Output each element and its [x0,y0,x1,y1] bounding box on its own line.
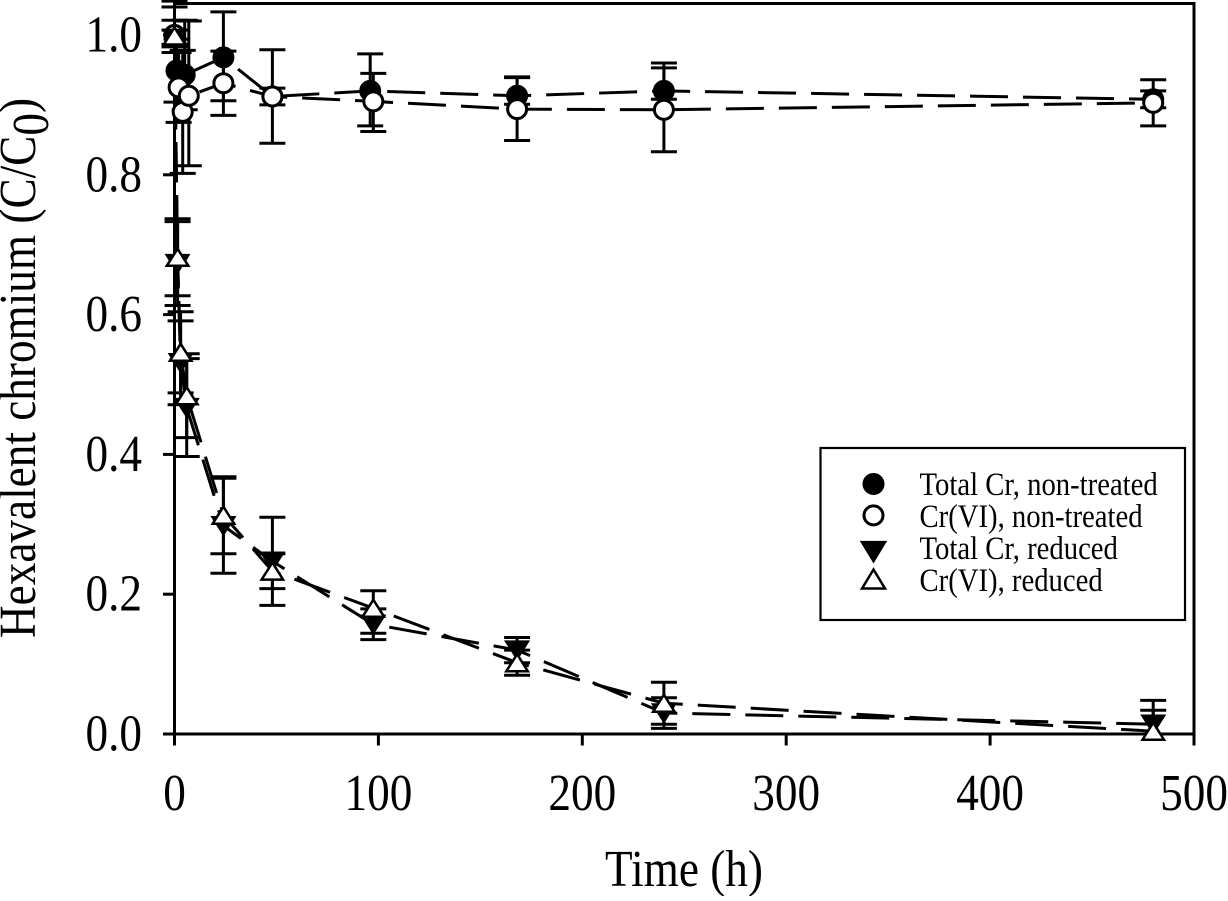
svg-text:500: 500 [1160,764,1228,822]
svg-text:0.2: 0.2 [85,565,142,623]
svg-text:0.6: 0.6 [85,285,142,343]
svg-text:200: 200 [548,764,616,822]
svg-text:0.8: 0.8 [85,145,142,203]
svg-text:0: 0 [163,764,186,822]
svg-text:Cr(VI), non-treated: Cr(VI), non-treated [920,497,1144,534]
svg-text:Total Cr, reduced: Total Cr, reduced [920,529,1119,566]
svg-text:100: 100 [344,764,412,822]
svg-text:Cr(VI), reduced: Cr(VI), reduced [920,561,1104,598]
svg-text:400: 400 [956,764,1024,822]
svg-text:1.0: 1.0 [85,6,142,64]
svg-text:300: 300 [752,764,820,822]
svg-text:Total Cr, non-treated: Total Cr, non-treated [920,465,1159,502]
svg-text:0.4: 0.4 [85,425,142,483]
svg-text:Time (h): Time (h) [605,840,763,896]
svg-text:0.0: 0.0 [85,705,142,763]
